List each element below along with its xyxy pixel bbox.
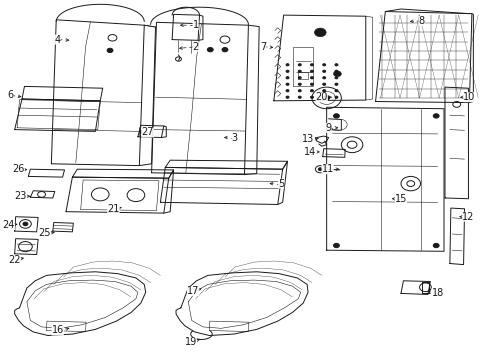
Text: 12: 12	[461, 212, 474, 222]
Circle shape	[310, 96, 313, 98]
Circle shape	[285, 64, 288, 66]
Text: 21: 21	[107, 204, 120, 214]
Circle shape	[310, 70, 313, 72]
Text: 23: 23	[14, 191, 27, 201]
Text: 19: 19	[184, 337, 197, 347]
Circle shape	[334, 64, 337, 66]
Circle shape	[298, 70, 301, 72]
Circle shape	[333, 71, 341, 77]
Circle shape	[310, 64, 313, 66]
Circle shape	[23, 222, 28, 226]
Circle shape	[285, 70, 288, 72]
Text: 17: 17	[186, 286, 199, 296]
Circle shape	[222, 48, 227, 52]
Circle shape	[322, 90, 325, 92]
Circle shape	[107, 48, 113, 53]
Circle shape	[323, 96, 329, 100]
Circle shape	[310, 83, 313, 85]
Circle shape	[314, 28, 325, 37]
Text: 22: 22	[8, 255, 21, 265]
Circle shape	[333, 243, 339, 248]
Circle shape	[334, 90, 337, 92]
Text: 4: 4	[55, 35, 61, 45]
Text: 2: 2	[192, 42, 198, 52]
Circle shape	[298, 96, 301, 98]
Circle shape	[432, 243, 438, 248]
Circle shape	[285, 96, 288, 98]
Circle shape	[322, 70, 325, 72]
Circle shape	[285, 90, 288, 92]
Text: 14: 14	[304, 147, 316, 157]
Circle shape	[298, 64, 301, 66]
Text: 20: 20	[315, 92, 327, 102]
Circle shape	[285, 77, 288, 79]
Text: 9: 9	[325, 123, 331, 133]
Text: 16: 16	[51, 325, 64, 336]
Text: 8: 8	[418, 16, 424, 26]
Circle shape	[334, 77, 337, 79]
Circle shape	[298, 77, 301, 79]
Circle shape	[207, 48, 213, 52]
Text: 15: 15	[394, 194, 407, 204]
Circle shape	[334, 83, 337, 85]
Circle shape	[334, 96, 337, 98]
Text: 25: 25	[38, 228, 50, 238]
Text: 24: 24	[2, 220, 15, 230]
Circle shape	[298, 90, 301, 92]
Circle shape	[322, 96, 325, 98]
Circle shape	[285, 83, 288, 85]
Text: 13: 13	[301, 134, 314, 144]
Circle shape	[298, 83, 301, 85]
Circle shape	[322, 64, 325, 66]
Circle shape	[322, 77, 325, 79]
Circle shape	[334, 70, 337, 72]
Circle shape	[333, 114, 339, 118]
Text: 1: 1	[192, 20, 198, 30]
Text: 27: 27	[141, 127, 154, 138]
Text: 6: 6	[8, 90, 14, 100]
Text: 18: 18	[430, 288, 443, 298]
Circle shape	[322, 83, 325, 85]
Text: 5: 5	[278, 179, 284, 189]
Circle shape	[432, 114, 438, 118]
Text: 11: 11	[321, 164, 333, 174]
Text: 10: 10	[462, 92, 475, 102]
Circle shape	[310, 90, 313, 92]
Text: 3: 3	[231, 132, 237, 143]
Text: 7: 7	[260, 42, 265, 52]
Circle shape	[318, 168, 322, 171]
Text: 26: 26	[12, 164, 25, 174]
Circle shape	[310, 77, 313, 79]
